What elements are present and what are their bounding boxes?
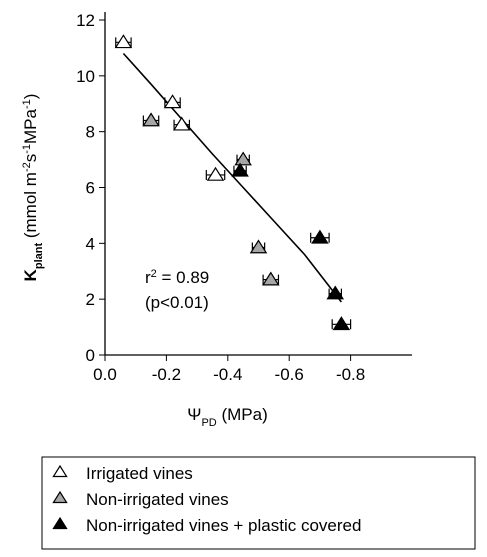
y-axis-label-part: K [21, 268, 40, 281]
legend-label: Non-irrigated vines [86, 490, 229, 509]
x-axis-label-part: Ψ [187, 405, 201, 424]
x-tick-label: -0.4 [213, 365, 242, 384]
marker [114, 34, 133, 49]
marker [261, 271, 280, 286]
legend-marker [52, 490, 68, 504]
y-tick-label: 2 [86, 290, 95, 309]
y-axis-label-part: (mmol m [21, 172, 40, 243]
marker [326, 285, 345, 300]
marker [163, 94, 182, 109]
legend-marker [52, 464, 68, 478]
x-tick-label: -0.2 [152, 365, 181, 384]
y-tick-label: 6 [86, 179, 95, 198]
marker [311, 229, 329, 244]
legend-marker [52, 516, 68, 530]
fit-line [122, 52, 343, 303]
y-tick-label: 8 [86, 123, 95, 142]
y-axis-label-part: -1 [21, 144, 33, 154]
x-axis-label-part: PD [201, 417, 216, 429]
annotation: r2 = 0.89 [145, 268, 209, 287]
marker [142, 112, 160, 127]
y-tick-label: 0 [86, 346, 95, 365]
x-tick-label: -0.8 [336, 365, 365, 384]
legend-label: Irrigated vines [86, 464, 193, 483]
y-axis-label-part: MPa [21, 108, 40, 144]
y-axis-label-part: ) [21, 94, 40, 100]
marker [249, 239, 268, 254]
marker [332, 316, 351, 331]
x-axis-label: ΨPD (MPa) [187, 405, 267, 429]
marker [234, 151, 252, 166]
y-tick-label: 12 [76, 11, 95, 30]
x-axis-label-part: (MPa) [217, 405, 268, 424]
y-axis-label: Kplant (mmol m-2s-1MPa-1) [21, 94, 45, 282]
annotation-part: 2 [151, 268, 157, 280]
annotation-part: = 0.89 [157, 268, 209, 287]
annotation: (p<0.01) [145, 293, 209, 312]
legend-label: Non-irrigated vines + plastic covered [86, 516, 361, 535]
marker [231, 162, 249, 177]
y-tick-label: 4 [86, 234, 95, 253]
marker [172, 116, 191, 131]
x-tick-label: 0.0 [93, 365, 117, 384]
annotation-part: r [145, 268, 151, 287]
legend-box [41, 456, 476, 550]
y-axis-label-part: plant [33, 243, 45, 270]
y-axis-label-part: s [21, 154, 40, 163]
x-tick-label: -0.6 [275, 365, 304, 384]
y-axis-label-part: -2 [21, 162, 33, 172]
y-axis-label-part: -1 [21, 99, 33, 109]
marker [206, 166, 225, 181]
y-tick-label: 10 [76, 67, 95, 86]
